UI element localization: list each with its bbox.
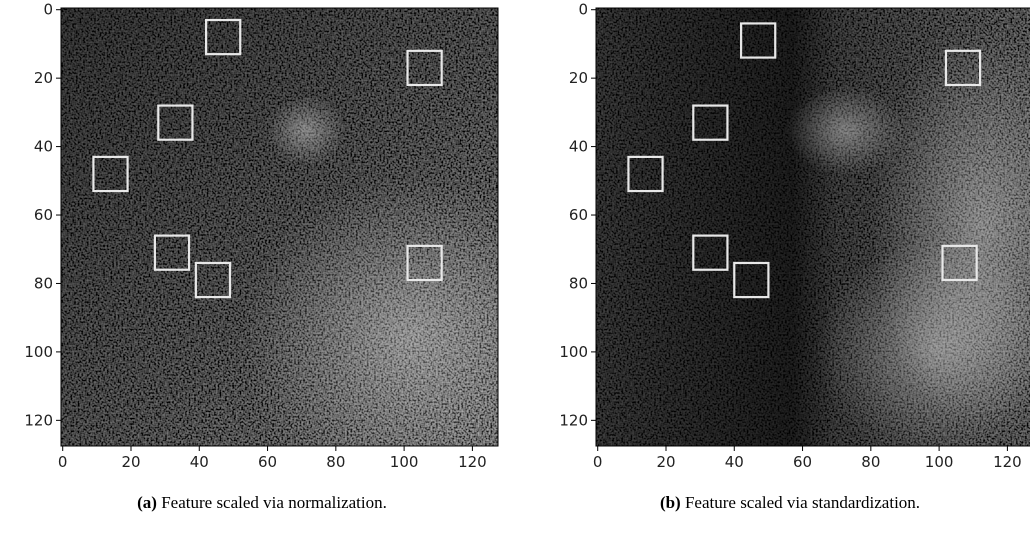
- y-tick-label: 100: [24, 343, 53, 361]
- x-tick-label: 60: [793, 453, 812, 471]
- x-tick-label: 100: [925, 453, 954, 471]
- y-tick-label: 120: [24, 411, 53, 429]
- region-box: [406, 49, 443, 87]
- region-box: [739, 22, 777, 59]
- x-tick-label: 60: [258, 453, 277, 471]
- region-box: [692, 234, 729, 271]
- caption: (b) Feature scaled via standardization.: [660, 493, 920, 512]
- x-tick-label: 0: [58, 453, 68, 471]
- bright-region: [265, 95, 346, 166]
- image-panel: [596, 8, 1030, 446]
- axes-frame: [595, 7, 1030, 447]
- y-tick-label: 0: [43, 1, 53, 19]
- x-tick-label: 80: [861, 453, 880, 471]
- x-tick-label: 40: [190, 453, 209, 471]
- caption-label: (b): [660, 493, 681, 512]
- region-box: [406, 244, 443, 282]
- region-box: [944, 49, 982, 87]
- caption-text: Feature scaled via standardization.: [685, 493, 920, 512]
- region-box: [692, 104, 729, 141]
- x-tick-label: 100: [390, 453, 419, 471]
- y-tick-label: 80: [569, 274, 588, 292]
- y-tick-label: 100: [559, 343, 588, 361]
- region-box: [153, 234, 191, 271]
- y-tick-label: 40: [34, 138, 53, 156]
- axes-frame: [60, 7, 499, 447]
- y-tick-label: 40: [569, 138, 588, 156]
- y-tick-label: 60: [34, 206, 53, 224]
- x-tick-label: 20: [121, 453, 140, 471]
- bright-region: [785, 85, 906, 176]
- region-box: [194, 261, 232, 299]
- y-tick-label: 20: [569, 69, 588, 87]
- x-tick-label: 40: [725, 453, 744, 471]
- region-box: [627, 155, 664, 193]
- x-tick-label: 120: [458, 453, 487, 471]
- caption-label: (a): [137, 493, 157, 512]
- y-tick-label: 20: [34, 69, 53, 87]
- caption-text: Feature scaled via normalization.: [161, 493, 387, 512]
- y-tick-label: 120: [559, 411, 588, 429]
- region-box: [92, 155, 129, 193]
- y-tick-label: 0: [578, 1, 588, 19]
- x-tick-label: 120: [993, 453, 1022, 471]
- region-box: [157, 104, 194, 141]
- region-box: [204, 18, 242, 56]
- image-panel: [61, 8, 498, 446]
- bright-region: [816, 239, 1030, 446]
- x-tick-label: 80: [326, 453, 345, 471]
- bright-region: [240, 176, 498, 446]
- caption: (a) Feature scaled via normalization.: [137, 493, 387, 512]
- x-tick-label: 20: [656, 453, 675, 471]
- region-box: [941, 244, 978, 282]
- y-tick-label: 60: [569, 206, 588, 224]
- y-tick-label: 80: [34, 274, 53, 292]
- region-box: [733, 261, 770, 299]
- x-tick-label: 0: [593, 453, 603, 471]
